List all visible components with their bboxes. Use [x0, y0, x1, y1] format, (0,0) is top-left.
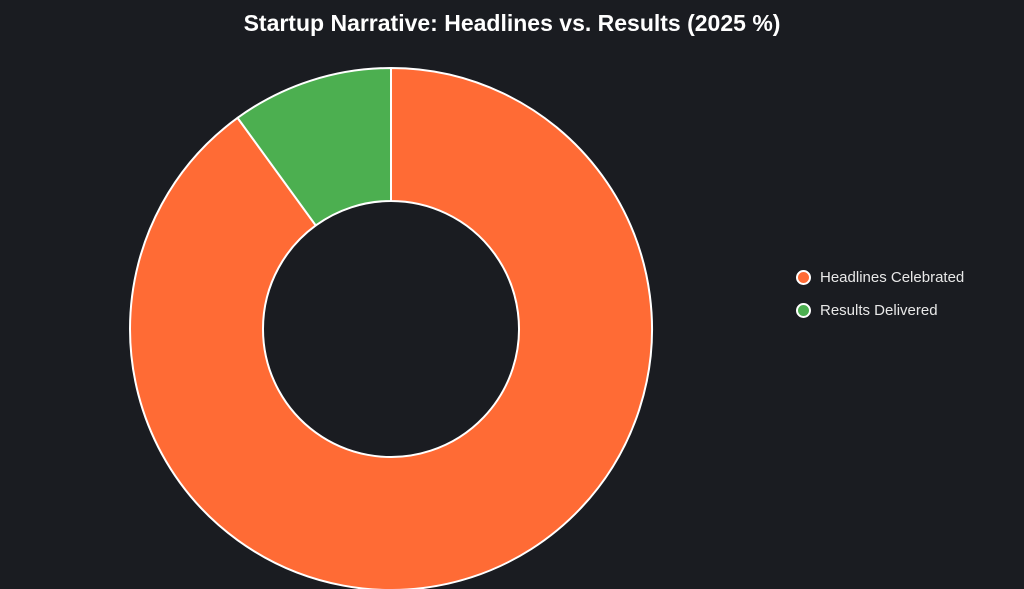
legend-label: Results Delivered: [820, 302, 938, 319]
donut-slice-results-delivered[interactable]: [236, 67, 392, 227]
legend: Headlines Celebrated Results Delivered: [796, 268, 964, 320]
legend-item-headlines-celebrated[interactable]: Headlines Celebrated: [796, 268, 964, 287]
chart-title: Startup Narrative: Headlines vs. Results…: [243, 10, 781, 36]
legend-marker-circle-icon: [796, 303, 811, 318]
legend-item-results-delivered[interactable]: Results Delivered: [796, 301, 964, 320]
legend-label: Headlines Celebrated: [820, 269, 965, 286]
legend-marker-circle-icon: [796, 270, 811, 285]
donut-slice-headlines-celebrated[interactable]: [129, 67, 653, 589]
